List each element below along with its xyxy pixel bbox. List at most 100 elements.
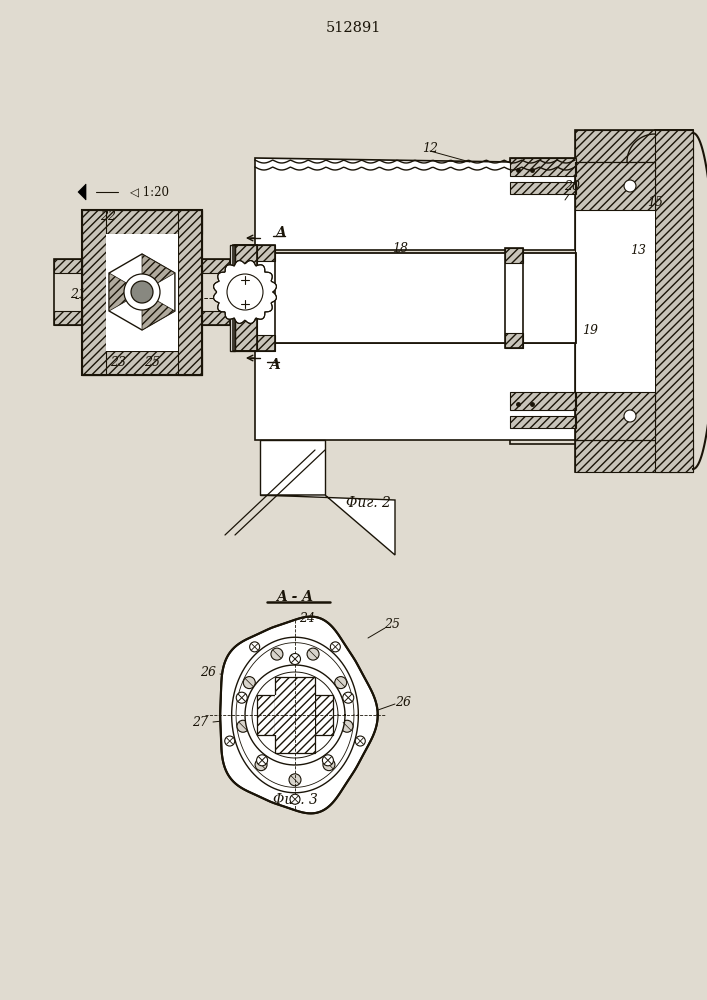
Bar [54, 259, 82, 273]
Polygon shape [255, 343, 575, 440]
Text: 18: 18 [392, 241, 408, 254]
Text: ◁ 1:20: ◁ 1:20 [130, 186, 169, 198]
Bar [233, 253, 576, 343]
Polygon shape [78, 184, 86, 200]
Bar [178, 210, 202, 375]
Bar [82, 210, 202, 234]
Polygon shape [142, 254, 175, 292]
Text: 21: 21 [70, 288, 86, 302]
Circle shape [624, 410, 636, 422]
Circle shape [255, 759, 267, 771]
Polygon shape [109, 273, 142, 311]
Bar [505, 248, 523, 348]
Bar [510, 158, 576, 176]
Polygon shape [245, 665, 345, 765]
Circle shape [624, 180, 636, 192]
Bar [510, 182, 576, 194]
Text: 19: 19 [582, 324, 598, 336]
Bar [510, 392, 576, 444]
Text: 512891: 512891 [325, 21, 380, 35]
Bar [655, 130, 693, 472]
Circle shape [323, 759, 335, 771]
Bar [202, 311, 230, 325]
Bar [235, 245, 257, 351]
Text: A - A: A - A [276, 590, 313, 604]
Bar [575, 162, 655, 210]
Bar [82, 210, 202, 375]
Bar [275, 677, 315, 753]
Circle shape [289, 654, 300, 664]
Text: 24: 24 [299, 611, 315, 624]
Bar [510, 392, 576, 410]
Circle shape [131, 281, 153, 303]
Circle shape [307, 648, 319, 660]
Bar [575, 440, 693, 472]
Bar [505, 248, 523, 263]
Bar [510, 392, 576, 410]
Circle shape [322, 755, 334, 766]
Bar [655, 130, 693, 472]
Bar [510, 182, 576, 194]
Bar [575, 392, 655, 440]
Bar [202, 259, 230, 273]
Circle shape [271, 648, 283, 660]
Polygon shape [214, 261, 276, 323]
Polygon shape [109, 254, 175, 330]
Circle shape [343, 692, 354, 703]
Polygon shape [260, 440, 325, 495]
Bar [510, 158, 576, 210]
Bar [575, 392, 655, 440]
Circle shape [290, 794, 300, 804]
Bar [575, 162, 655, 440]
Text: 15: 15 [647, 196, 663, 209]
Bar [106, 234, 178, 351]
Text: 27: 27 [192, 716, 208, 728]
Circle shape [257, 755, 267, 766]
Bar [233, 335, 275, 351]
Bar [510, 416, 576, 428]
Bar [257, 695, 333, 735]
Bar [510, 158, 576, 176]
Bar [54, 259, 82, 325]
Bar [54, 311, 82, 325]
Bar [230, 245, 235, 351]
Bar [575, 440, 693, 472]
Bar [510, 416, 576, 428]
Polygon shape [255, 158, 575, 250]
Polygon shape [260, 495, 395, 555]
Circle shape [225, 736, 235, 746]
Polygon shape [142, 292, 175, 330]
Circle shape [243, 677, 255, 689]
Text: A: A [275, 226, 286, 240]
Text: 20: 20 [564, 180, 580, 194]
Bar [233, 245, 275, 351]
Circle shape [330, 642, 340, 652]
Text: 22: 22 [100, 210, 116, 223]
Bar [575, 130, 693, 162]
Circle shape [250, 642, 259, 652]
Text: 13: 13 [630, 243, 646, 256]
Circle shape [236, 692, 247, 703]
Polygon shape [220, 617, 378, 813]
Bar [202, 259, 230, 325]
Bar [505, 333, 523, 348]
Polygon shape [232, 637, 358, 793]
Bar [233, 245, 275, 261]
Circle shape [341, 720, 353, 732]
Text: 26: 26 [200, 666, 216, 678]
Text: 23: 23 [110, 357, 126, 369]
Circle shape [124, 274, 160, 310]
Bar [575, 162, 655, 210]
Circle shape [334, 677, 346, 689]
Circle shape [237, 720, 249, 732]
Bar [575, 130, 693, 162]
Bar [82, 351, 202, 375]
Text: 25: 25 [144, 357, 160, 369]
Circle shape [289, 774, 301, 786]
Text: 26: 26 [395, 696, 411, 710]
Text: Φиг. 3: Φиг. 3 [273, 793, 317, 807]
Text: 25: 25 [384, 618, 400, 632]
Circle shape [356, 736, 366, 746]
Bar [82, 210, 106, 375]
Text: 12: 12 [422, 141, 438, 154]
